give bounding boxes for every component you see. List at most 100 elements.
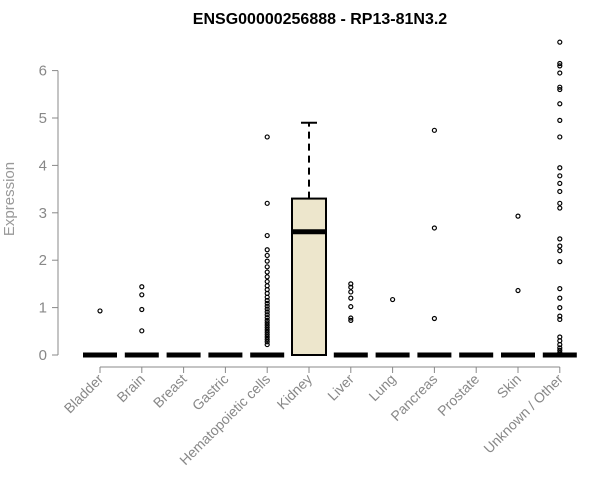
box-group [124,284,159,358]
box-group [417,127,452,358]
box-group [375,296,410,358]
outlier-point [431,315,437,322]
outlier-point [264,264,270,270]
outlier-point [264,322,270,328]
outlier-point [139,328,145,334]
x-tick-label: Unknown / Other [480,371,566,457]
outlier-point [348,281,354,287]
box-group [291,121,327,356]
outlier-point [264,258,270,264]
y-tick-label: 4 [39,157,47,174]
box-plot-series [83,39,577,358]
outlier-point [557,180,563,187]
outlier-point [348,317,354,323]
x-tick-label: Kidney [274,371,316,413]
box-group [250,134,285,358]
outlier-point [264,324,270,331]
box-body [291,197,327,356]
chart-title: ENSG00000256888 - RP13-81N3.2 [193,11,447,28]
y-tick-label: 3 [39,205,47,222]
outlier-point [557,86,563,93]
outlier-point [264,336,270,342]
box-group [542,39,577,358]
outlier-point [348,295,354,301]
outlier-point [557,39,563,45]
box-group [333,281,368,358]
outlier-point [515,213,521,219]
x-tick-label: Breast [150,371,190,411]
outlier-point [264,312,270,318]
x-tick-label: Lung [365,371,398,404]
outlier-point [264,341,270,348]
outlier-point [264,297,270,304]
outlier-point [557,295,563,301]
outlier-point [557,334,563,340]
outlier-point [264,309,270,315]
outlier-point [557,313,563,319]
outlier-point [557,243,563,249]
outlier-point [348,284,354,290]
outlier-point [264,334,270,340]
outlier-point [557,63,563,69]
outlier-point [557,101,563,107]
outlier-point [348,289,354,295]
outlier-point [557,165,563,171]
outlier-point [557,286,563,292]
x-tick-label: Liver [324,371,357,404]
outlier-point [557,173,563,179]
outlier-point [348,304,354,310]
outlier-point [139,292,145,298]
outlier-point [557,350,563,356]
outlier-point [557,84,563,90]
outlier-point [557,305,563,311]
outlier-point [348,315,354,321]
outlier-point [264,327,270,333]
outlier-point [557,60,563,67]
box-group [83,308,117,358]
outlier-point [264,300,270,306]
outlier-point [264,274,270,280]
x-tick-label: Brain [113,371,147,405]
y-tick-label: 2 [39,252,47,269]
outlier-point [557,70,563,76]
outlier-point [557,134,563,140]
outlier-point [139,306,145,313]
x-tick-label: Bladder [61,371,107,417]
y-tick-label: 5 [39,110,47,127]
x-tick-label: Skin [494,371,525,402]
outlier-point [264,306,270,312]
outlier-point [139,284,145,290]
outlier-point [264,232,270,239]
outlier-point [264,339,270,345]
outlier-point [557,248,563,254]
y-tick-label: 1 [39,300,47,317]
outlier-point [557,347,563,353]
outlier-point [264,314,270,321]
y-tick-label: 0 [39,347,47,364]
outlier-point [264,134,270,140]
box-group [501,213,535,358]
outlier-point [557,188,563,195]
outlier-point [557,259,563,265]
outlier-point [264,303,270,309]
y-axis: 0 1 2 3 4 5 6 [39,63,59,364]
outlier-point [557,117,563,123]
y-tick-label: 6 [39,63,47,80]
y-axis-label: Expression [1,162,18,236]
outlier-point [264,317,270,323]
outlier-point [557,345,563,351]
outlier-point [264,278,270,285]
outlier-point [264,332,270,338]
outlier-point [515,287,521,294]
outlier-point [557,236,563,242]
outlier-point [264,269,270,275]
outlier-point [431,225,437,231]
x-tick-label: Prostate [434,371,482,419]
outlier-point [557,316,563,323]
outlier-point [264,320,270,326]
outlier-point [264,329,270,335]
outlier-point [264,252,270,259]
outlier-point [264,247,270,253]
